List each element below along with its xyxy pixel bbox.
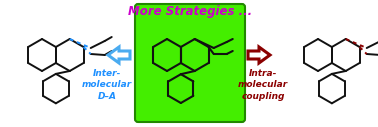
Text: Intra-
molecular
coupling: Intra- molecular coupling <box>238 69 288 101</box>
Text: More Strategies ...: More Strategies ... <box>128 5 252 18</box>
Text: Inter-
molecular
D–A: Inter- molecular D–A <box>82 69 132 101</box>
FancyBboxPatch shape <box>135 4 245 122</box>
FancyArrow shape <box>248 47 270 63</box>
FancyArrow shape <box>108 47 130 63</box>
